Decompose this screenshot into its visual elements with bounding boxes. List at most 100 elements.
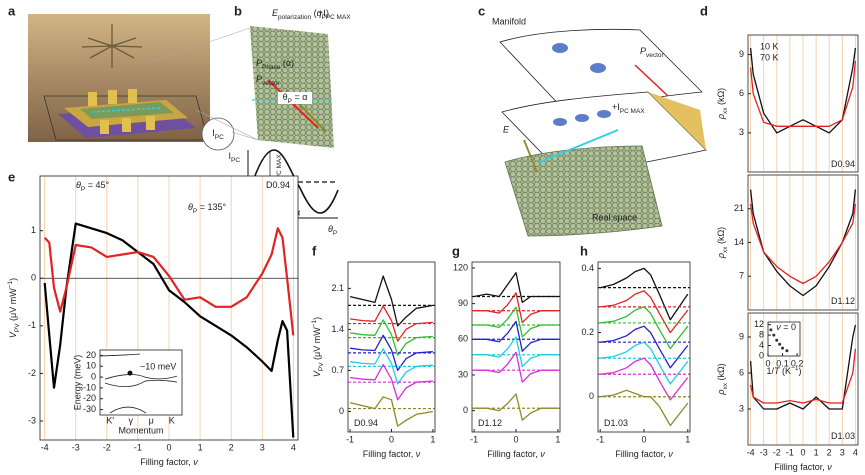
x-tick-label: 0.2 xyxy=(791,358,804,368)
y-tick-label: 90 xyxy=(458,298,468,308)
text-run: Filling factor, xyxy=(615,449,668,459)
y-tick-label: 3 xyxy=(739,403,744,413)
y-tick-label: -2 xyxy=(28,368,36,378)
text-run: θ xyxy=(283,92,288,102)
data-line xyxy=(749,189,857,297)
x-tick-label: γ xyxy=(129,415,134,425)
x-tick-label: 2 xyxy=(229,442,234,452)
x-tick-label: -1 xyxy=(134,442,142,452)
x-tick-label: 4 xyxy=(853,447,858,457)
data-line xyxy=(749,324,857,410)
y-tick-label: 6 xyxy=(739,367,744,377)
text-run: = 45° xyxy=(85,180,109,190)
current-label: IPC xyxy=(212,128,224,141)
panel-label: e xyxy=(8,169,15,184)
plot-frame xyxy=(767,321,801,357)
y-axis-title: VPV (μV mW−1) xyxy=(311,317,325,377)
legend-entry: 70 K xyxy=(760,52,779,62)
y-tick-label: 0.2 xyxy=(581,327,594,337)
x-tick-label: K xyxy=(169,415,175,425)
text-run: PC MAX xyxy=(326,14,351,21)
y-axis-title: ρxx (kΩ) xyxy=(716,227,729,259)
data-line xyxy=(600,357,689,401)
panel-label: a xyxy=(8,3,16,18)
data-line xyxy=(749,61,857,127)
plot-area xyxy=(472,262,560,432)
text-run: xx xyxy=(722,382,729,389)
text-run: = 135° xyxy=(197,202,226,212)
text-run: (α) xyxy=(280,58,294,68)
text-run: D1.12 xyxy=(478,418,502,428)
text-run: Filling factor, xyxy=(774,462,827,472)
y-axis-title: VPV (μV mW−1) xyxy=(7,278,21,338)
data-line xyxy=(749,203,857,285)
text-run: ρ xyxy=(716,114,726,120)
plot-frame xyxy=(471,261,561,433)
plot-frame xyxy=(39,175,299,441)
text-run: ν xyxy=(776,322,781,332)
text-run: V xyxy=(312,370,322,377)
text-run: ( xyxy=(311,8,317,18)
y-tick-label: 3 xyxy=(739,127,744,137)
x-tick-label: -3 xyxy=(760,447,768,457)
text-run: +I xyxy=(612,102,620,112)
text-run: P xyxy=(193,208,197,215)
band-point xyxy=(127,370,133,376)
plot-frame xyxy=(747,312,859,446)
y-tick-label: 6 xyxy=(739,88,744,98)
text-run: ) xyxy=(312,317,322,320)
x-axis-title: Filling factor, ν xyxy=(774,462,832,472)
y-tick-label: -30 xyxy=(83,404,96,414)
text-run: −1 xyxy=(7,280,14,288)
manifold-label: Manifold xyxy=(492,16,526,26)
x-tick-label: 0 xyxy=(389,434,394,444)
data-set-label: ν = 0 xyxy=(776,322,796,332)
x-tick-label: 0 xyxy=(800,447,805,457)
text-run: P xyxy=(333,230,337,237)
vector-label: Pvector xyxy=(256,74,280,87)
text-run: PC xyxy=(215,134,224,141)
y-tick-label: 9 xyxy=(739,331,744,341)
plot-frame xyxy=(747,34,859,173)
x-tick-label: 1 xyxy=(685,434,690,444)
x-tick-label: 2 xyxy=(827,447,832,457)
x-axis-title: Filling factor, ν xyxy=(615,449,673,459)
y-tick-label: 0.7 xyxy=(331,365,344,375)
plot-area xyxy=(100,350,182,415)
x-axis-title: Filling factor, ν xyxy=(140,457,198,467)
text-run: 1/ xyxy=(767,366,775,376)
data-line xyxy=(473,272,558,304)
y-tick-label: 0 xyxy=(31,273,36,283)
y-axis-title: Energy (meV) xyxy=(72,355,82,411)
text-run: −1 xyxy=(311,319,318,327)
inset-note: ~10 meV xyxy=(140,361,176,371)
text-run: −1 xyxy=(791,365,799,372)
data-point xyxy=(778,342,782,346)
y-tick-label: 1.4 xyxy=(331,324,344,334)
legend-entry: 10 K xyxy=(760,41,779,51)
device-illustration xyxy=(28,14,259,151)
panel-label: b xyxy=(234,3,242,18)
data-set-label: D0.94 xyxy=(266,180,290,190)
data-line xyxy=(350,363,433,401)
y-tick-label: 60 xyxy=(458,334,468,344)
data-set-label: D1.03 xyxy=(604,418,628,428)
text-run: D0.94 xyxy=(831,159,855,169)
text-run: (kΩ) xyxy=(716,227,726,247)
data-line xyxy=(600,267,689,321)
text-run: xx xyxy=(722,107,729,114)
x-axis-title: Filling factor, ν xyxy=(487,449,545,459)
data-point xyxy=(785,349,789,353)
y-tick-label: 21 xyxy=(734,203,744,213)
text-run: ν xyxy=(540,449,545,459)
data-line xyxy=(600,325,689,369)
data-set-label: D0.94 xyxy=(354,418,378,428)
y-tick-label: 7 xyxy=(739,271,744,281)
band-curve xyxy=(99,353,141,357)
text-run: PC MAX xyxy=(620,108,645,115)
x-tick-label: 1 xyxy=(198,442,203,452)
imax-label: +IPC MAX xyxy=(612,102,645,115)
y-tick-label: -1 xyxy=(28,320,36,330)
data-line xyxy=(349,275,434,327)
